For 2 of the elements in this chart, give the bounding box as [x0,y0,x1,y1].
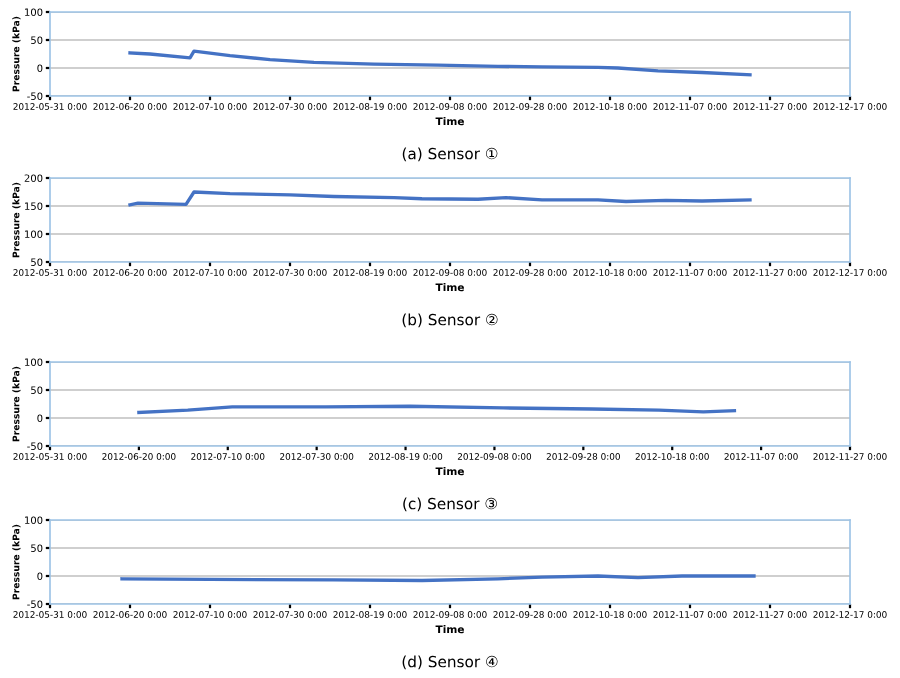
line-series [128,49,752,77]
line-series [128,190,752,207]
